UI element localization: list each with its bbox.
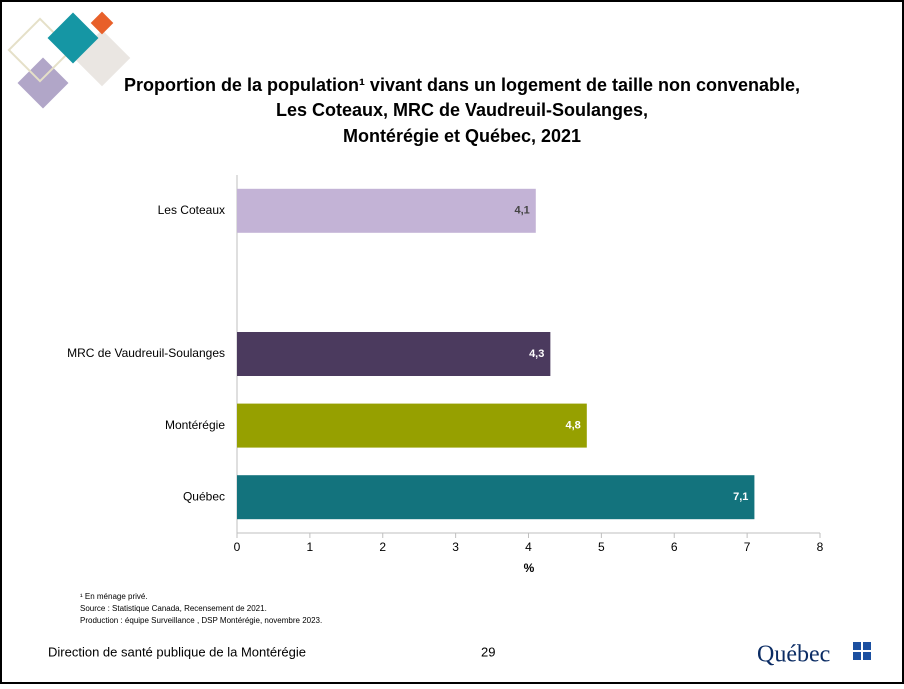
x-axis-label: % bbox=[524, 561, 535, 575]
page-number: 29 bbox=[481, 644, 495, 659]
x-tick-label: 2 bbox=[379, 540, 386, 554]
page: Proportion de la population¹ vivant dans… bbox=[0, 0, 904, 689]
y-tick-label: Les Coteaux bbox=[158, 203, 225, 217]
x-tick-label: 5 bbox=[598, 540, 605, 554]
x-tick-label: 0 bbox=[234, 540, 241, 554]
note: ¹ En ménage privé. bbox=[80, 592, 148, 601]
logo: Québec bbox=[757, 642, 830, 668]
value-label: 4,3 bbox=[529, 348, 544, 360]
bar bbox=[237, 332, 550, 376]
x-tick-label: 3 bbox=[452, 540, 459, 554]
value-label: 7,1 bbox=[733, 491, 748, 503]
note: Production : équipe Surveillance , DSP M… bbox=[80, 616, 322, 625]
value-label: 4,1 bbox=[514, 205, 529, 217]
bar bbox=[237, 189, 536, 233]
x-tick-label: 7 bbox=[744, 540, 751, 554]
title-line: Les Coteaux, MRC de Vaudreuil-Soulanges, bbox=[276, 100, 648, 120]
x-tick-label: 4 bbox=[525, 540, 532, 554]
y-tick-label: Montérégie bbox=[165, 418, 225, 432]
x-tick-label: 6 bbox=[671, 540, 678, 554]
y-tick-label: Québec bbox=[183, 489, 225, 503]
title-line: Montérégie et Québec, 2021 bbox=[343, 126, 581, 146]
x-tick-label: 8 bbox=[817, 540, 824, 554]
title-line: Proportion de la population¹ vivant dans… bbox=[124, 75, 800, 95]
note: Source : Statistique Canada, Recensement… bbox=[80, 604, 267, 613]
y-tick-label: MRC de Vaudreuil-Soulanges bbox=[67, 346, 225, 360]
bar bbox=[237, 404, 587, 448]
slide: Proportion de la population¹ vivant dans… bbox=[0, 0, 904, 684]
x-tick-label: 1 bbox=[307, 540, 314, 554]
bar bbox=[237, 475, 754, 519]
footer-organization: Direction de santé publique de la Montér… bbox=[48, 644, 306, 659]
value-label: 4,8 bbox=[566, 420, 581, 432]
